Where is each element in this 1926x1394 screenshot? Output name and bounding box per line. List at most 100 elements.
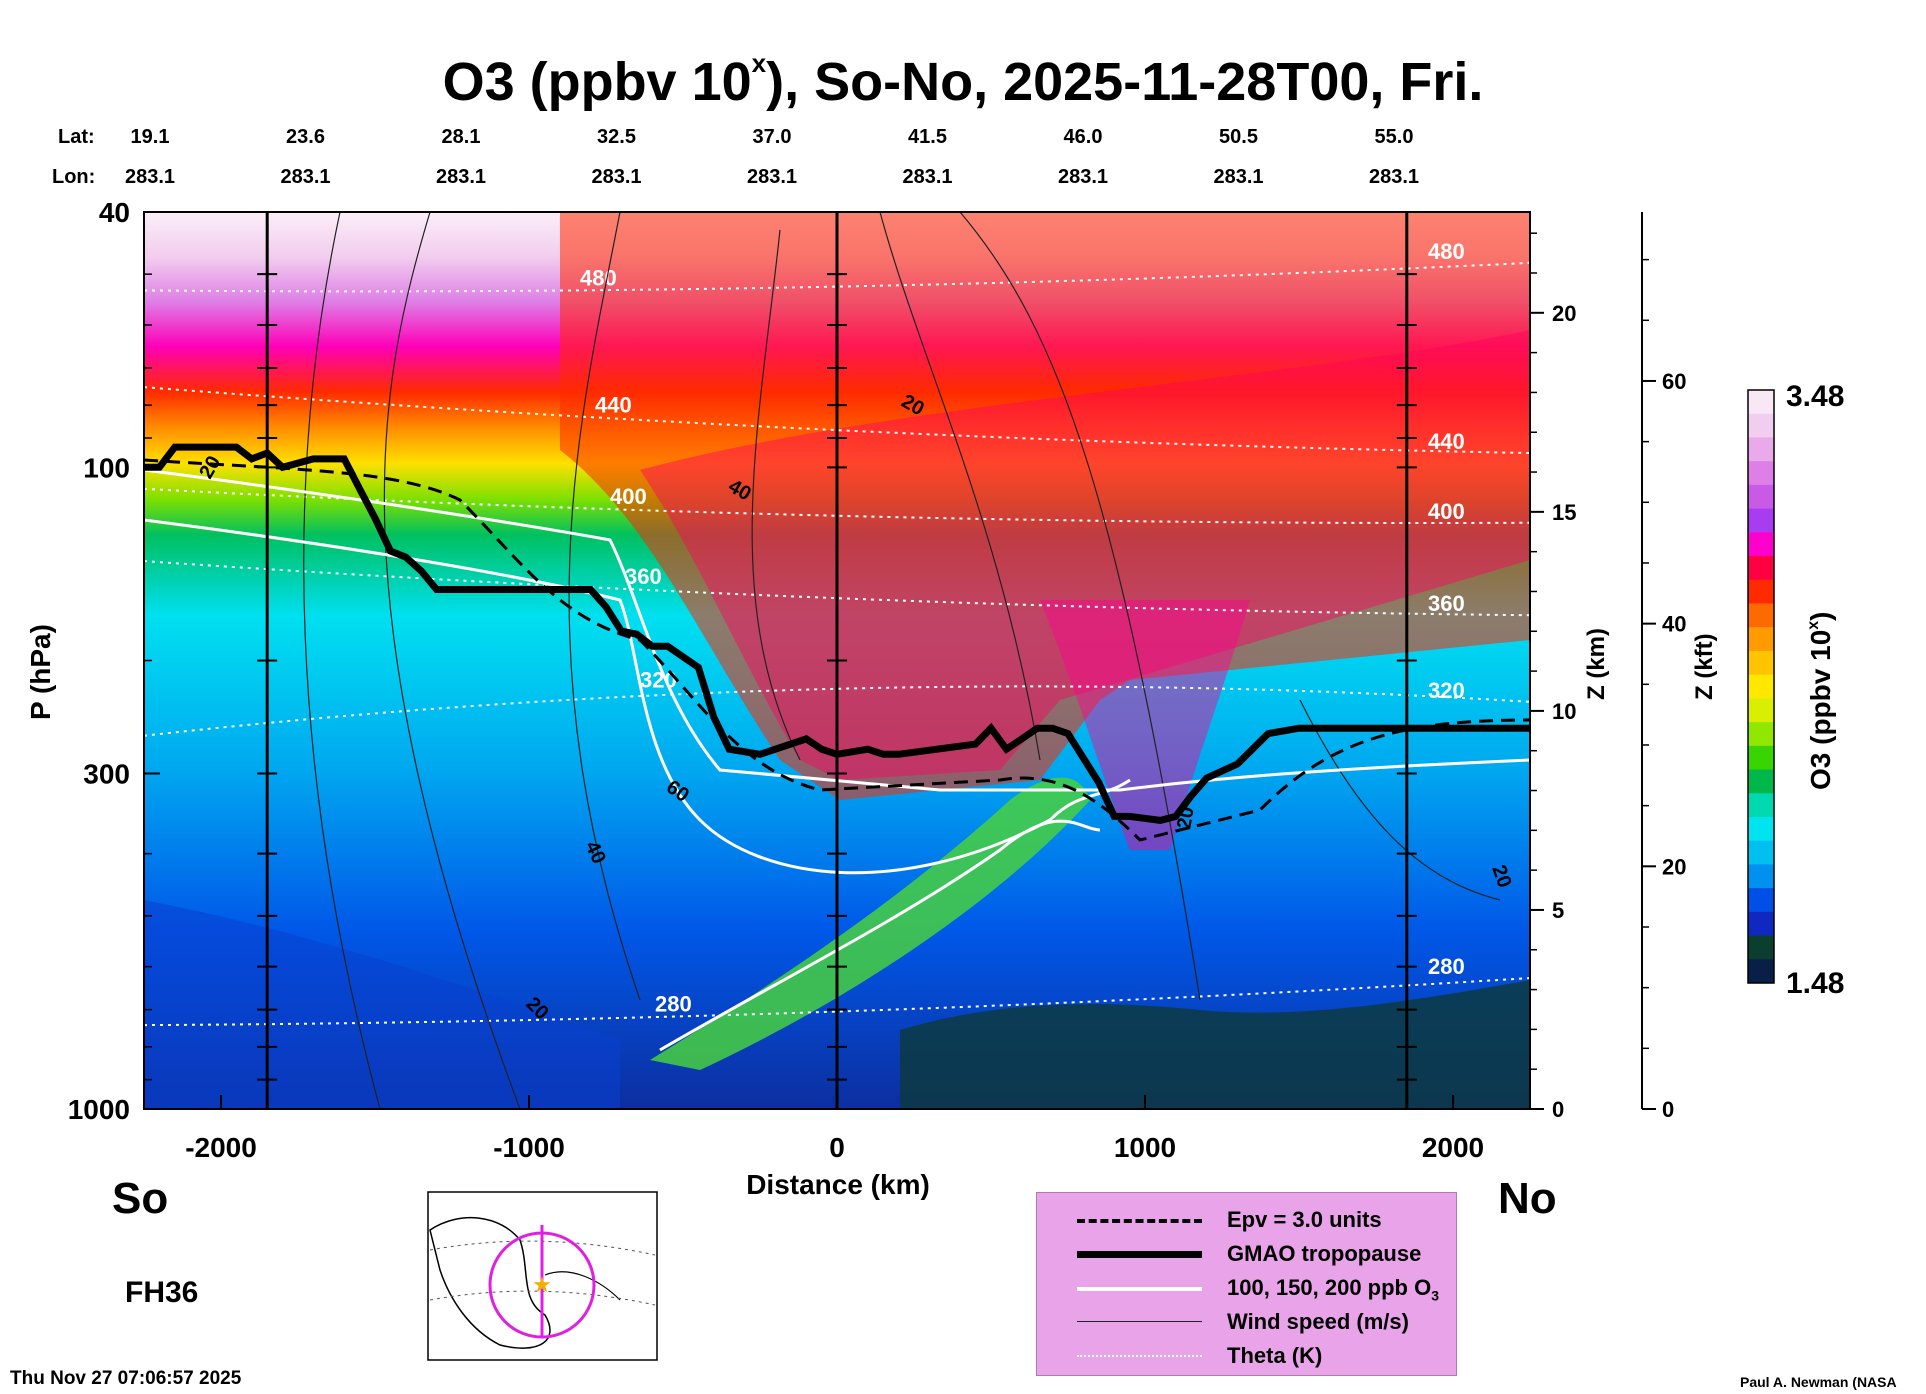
lat-value: 46.0 xyxy=(1063,126,1103,148)
legend-item-theta: Theta (K) xyxy=(1037,1339,1456,1373)
colorbar-title: O3 (ppbv 10x) xyxy=(1805,612,1836,791)
colorbar-swatch xyxy=(1748,390,1774,415)
colorbar-swatch xyxy=(1748,864,1774,889)
ozone-strat-high xyxy=(560,212,1530,800)
chart-title: O3 (ppbv 10x), So-No, 2025-11-28T00, Fri… xyxy=(442,48,1484,112)
continent-outline xyxy=(429,1217,551,1349)
theta-label: 360 xyxy=(625,564,662,589)
colorbar-swatch xyxy=(1748,650,1774,676)
y-tick-label: 300 xyxy=(83,758,130,789)
legend-item-ozone: 100, 150, 200 ppb O3 xyxy=(1037,1271,1456,1305)
z-km-tick-label: 15 xyxy=(1552,500,1576,525)
colorbar-max: 3.48 xyxy=(1786,380,1844,413)
lat-value: 55.0 xyxy=(1374,126,1414,148)
lon-value: 283.1 xyxy=(591,166,642,188)
colorbar-swatch xyxy=(1748,461,1774,486)
theta-label: 280 xyxy=(655,992,692,1017)
lon-value: 283.1 xyxy=(280,166,331,188)
vertical-lines xyxy=(257,212,1417,1109)
theta-label: 480 xyxy=(580,266,617,291)
lat-value: 28.1 xyxy=(441,126,481,148)
colorbar-swatch xyxy=(1748,816,1774,842)
colorbar-swatch xyxy=(1748,793,1774,818)
lat-value: 23.6 xyxy=(286,126,325,148)
colorbar-swatch xyxy=(1748,840,1774,865)
y-tick-label: 1000 xyxy=(68,1094,130,1125)
colorbar-swatch xyxy=(1748,508,1774,533)
colorbar-swatch xyxy=(1748,413,1774,438)
colorbar-swatch xyxy=(1748,722,1774,747)
z-km-tick-label: 5 xyxy=(1552,898,1564,923)
z-kft-title: Z (kft) xyxy=(1691,633,1718,700)
colorbar-frame xyxy=(1747,389,1775,984)
z-kft-ticks: 0 20 40 60 xyxy=(1642,258,1686,1122)
x-axis-ticks: -2000 -1000 0 1000 2000 xyxy=(185,1095,1484,1163)
lat-value: 37.0 xyxy=(752,126,792,148)
lat-value: 50.5 xyxy=(1219,126,1258,148)
lon-value: 283.1 xyxy=(746,166,798,188)
colorbar-swatch xyxy=(1748,745,1774,771)
colorbar xyxy=(1747,389,1775,984)
star-icon: ★ xyxy=(532,1272,552,1297)
legend-swatch xyxy=(1077,1287,1202,1291)
z-kft-tick-label: 60 xyxy=(1662,369,1686,394)
x-axis-title: Distance (km) xyxy=(746,1169,930,1200)
y-axis-title: P (hPa) xyxy=(25,624,56,720)
theta-label: 440 xyxy=(1428,429,1465,454)
lat-row-label: Lat: xyxy=(58,126,95,148)
credit: Paul A. Newman (NASA xyxy=(1740,1374,1897,1390)
timestamp: Thu Nov 27 07:06:57 2025 xyxy=(10,1368,242,1389)
theta-label: 280 xyxy=(1428,954,1465,979)
colorbar-swatch xyxy=(1748,627,1774,652)
x-tick-label: 2000 xyxy=(1422,1132,1484,1163)
colorbar-swatch xyxy=(1748,532,1774,557)
colorbar-min: 1.48 xyxy=(1786,967,1844,1000)
z-km-title: Z (km) xyxy=(1583,628,1610,700)
z-km-tick-label: 10 xyxy=(1552,699,1576,724)
lon-value: 283.1 xyxy=(902,166,953,188)
ozone-low-dark xyxy=(900,980,1530,1109)
lon-row-label: Lon: xyxy=(52,166,96,188)
legend-item-epv: Epv = 3.0 units xyxy=(1037,1203,1456,1237)
theta-label: 480 xyxy=(1428,239,1465,264)
inset-map: ★ xyxy=(427,1191,658,1361)
colorbar-swatch xyxy=(1748,556,1774,581)
x-tick-label: 1000 xyxy=(1114,1132,1176,1163)
z-kft-tick-label: 20 xyxy=(1662,854,1686,879)
wind-speed-lines xyxy=(303,212,1501,1109)
colorbar-swatch xyxy=(1748,437,1774,462)
lon-value: 283.1 xyxy=(124,166,176,188)
forecast-hour: FH36 xyxy=(125,1276,199,1309)
theta-label: 360 xyxy=(1428,591,1465,616)
colorbar-swatch xyxy=(1748,888,1774,913)
colorbar-swatch xyxy=(1748,935,1774,960)
wind-label: 20 xyxy=(1173,805,1199,831)
colorbar-swatch xyxy=(1748,698,1774,723)
ozone-fold xyxy=(1040,600,1250,850)
colorbar-swatch xyxy=(1748,484,1774,510)
legend-swatch xyxy=(1077,1355,1202,1357)
legend-swatch xyxy=(1077,1321,1202,1322)
y-axis-ticks: 40 100 300 1000 xyxy=(68,197,160,1125)
x-tick-label: 0 xyxy=(829,1132,845,1163)
x-tick-label: -2000 xyxy=(185,1132,257,1163)
colorbar-swatch xyxy=(1748,603,1774,628)
theta-label: 400 xyxy=(610,484,647,509)
theta-label: 400 xyxy=(1428,499,1465,524)
y-tick-label: 40 xyxy=(99,197,130,228)
theta-label: 440 xyxy=(595,393,632,418)
lat-value: 32.5 xyxy=(597,126,636,148)
theta-label: 320 xyxy=(1428,678,1465,703)
x-tick-label: -1000 xyxy=(493,1132,565,1163)
z-km-tick-label: 0 xyxy=(1552,1097,1564,1122)
lon-value: 283.1 xyxy=(435,166,487,188)
colorbar-swatch xyxy=(1748,579,1774,604)
tropopause-line xyxy=(144,443,1530,824)
ozone-core xyxy=(640,330,1530,780)
z-km-tick-label: 20 xyxy=(1552,301,1576,326)
legend-item-tropopause: GMAO tropopause xyxy=(1037,1237,1456,1271)
colorbar-swatch xyxy=(1748,769,1774,794)
colorbar-swatch xyxy=(1748,674,1774,699)
